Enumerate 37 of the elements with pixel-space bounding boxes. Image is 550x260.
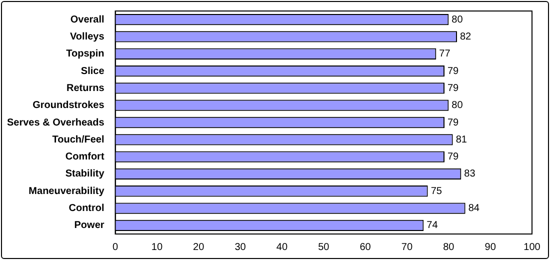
y-tick-label: Volleys xyxy=(70,31,105,42)
y-tick-label: Groundstrokes xyxy=(32,100,105,112)
data-label: 83 xyxy=(464,168,476,180)
data-label: 80 xyxy=(452,14,464,26)
x-tick-label: 20 xyxy=(193,242,205,253)
data-label: 79 xyxy=(447,66,460,77)
y-tick-label: Power xyxy=(74,220,104,232)
x-tick-label: 30 xyxy=(234,242,246,253)
y-tick-label: Stability xyxy=(65,168,105,180)
y-tick-label: Slice xyxy=(80,66,105,77)
data-label: 84 xyxy=(468,203,480,214)
x-tick-label: 60 xyxy=(360,242,372,253)
y-tick-label: Touch/Feel xyxy=(52,134,104,146)
x-tick-label: 40 xyxy=(276,242,288,253)
x-tick-label: 50 xyxy=(318,242,330,253)
data-label: 79 xyxy=(447,152,460,163)
data-label: 79 xyxy=(447,117,460,128)
x-tick-label: 100 xyxy=(524,242,541,253)
y-tick-label: Comfort xyxy=(65,152,105,163)
x-tick-label: 70 xyxy=(401,242,413,253)
x-tick-label: 90 xyxy=(484,242,496,253)
x-tick-label: 80 xyxy=(443,242,455,253)
data-label: 75 xyxy=(430,186,442,197)
data-label: 77 xyxy=(439,48,451,60)
y-tick-label: Control xyxy=(68,203,104,214)
data-label: 79 xyxy=(447,82,460,94)
x-tick-label: 10 xyxy=(151,242,163,253)
y-tick-label: Serves & Overheads xyxy=(7,117,105,128)
y-tick-label: Overall xyxy=(70,14,104,26)
y-tick-label: Maneuverability xyxy=(28,186,105,197)
x-tick-label: 0 xyxy=(112,242,118,253)
y-tick-label: Returns xyxy=(66,82,105,94)
data-label: 80 xyxy=(452,100,464,112)
data-label: 82 xyxy=(460,31,472,42)
data-label: 81 xyxy=(456,134,468,146)
y-tick-label: Topspin xyxy=(66,48,104,60)
data-label: 74 xyxy=(426,220,438,232)
